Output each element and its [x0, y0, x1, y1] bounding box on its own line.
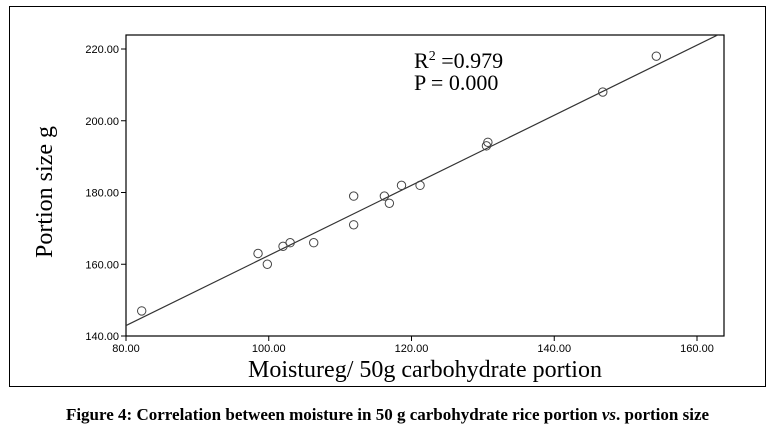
r-squared-value: =0.979: [436, 48, 503, 73]
y-tick-label: 220.00: [85, 44, 119, 56]
data-point: [285, 238, 295, 248]
data-point: [348, 220, 359, 230]
x-tick-label: 100.00: [252, 343, 286, 355]
y-tick-label: 160.00: [85, 259, 119, 271]
data-point: [651, 51, 662, 61]
p-value-annotation: P = 0.000: [414, 70, 498, 95]
data-point: [379, 191, 390, 201]
data-point: [253, 248, 263, 259]
y-tick-label: 200.00: [85, 116, 119, 128]
scatter-chart: 140.00 160.00 180.00 200.00 220.00 80.00 100.0…: [32, 34, 725, 383]
figure-caption: Figure 4: Correlation between moisture i…: [0, 405, 775, 425]
r-squared-symbol: R: [414, 48, 429, 73]
data-point: [415, 180, 425, 191]
plot-area-frame: [125, 34, 725, 337]
x-tick-label: 120.00: [395, 343, 429, 355]
caption-prefix: Figure 4: Correlation between moisture i…: [65, 405, 602, 424]
r-squared-annotation: R2 =0.979: [414, 48, 503, 73]
data-point: [348, 191, 359, 201]
data-point: [384, 198, 395, 208]
regression-line: [126, 35, 720, 327]
x-tick-label: 140.00: [537, 343, 571, 355]
y-axis-label: Portion size g: [32, 126, 58, 258]
data-point: [598, 87, 608, 97]
r-squared-superscript: 2: [429, 49, 436, 64]
data-point: [137, 306, 147, 316]
data-point: [396, 180, 407, 191]
y-tick-label: 180.00: [85, 188, 119, 200]
caption-italic: vs: [601, 405, 617, 424]
y-tick-label: 140.00: [85, 331, 119, 343]
x-axis-label: Moistureg/ 50g carbohydrate portion: [248, 357, 602, 383]
x-tick-label: 160.00: [680, 343, 714, 355]
x-tick-label: 80.00: [112, 343, 140, 355]
data-point: [262, 259, 273, 269]
data-point: [483, 137, 493, 147]
data-point: [309, 238, 319, 248]
caption-suffix: . portion size: [616, 405, 710, 424]
